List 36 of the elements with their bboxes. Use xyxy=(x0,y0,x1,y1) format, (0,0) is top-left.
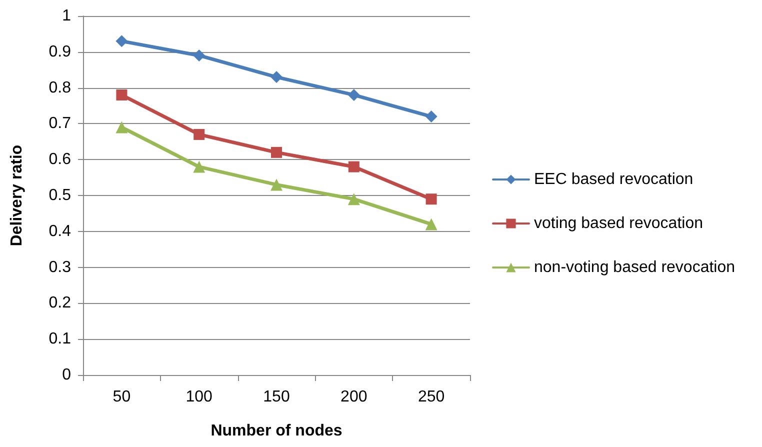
point xyxy=(194,128,205,140)
point xyxy=(271,146,282,158)
y-tick-label: 0.3 xyxy=(48,258,72,276)
y-tick-label: 0.8 xyxy=(48,79,72,96)
legend-label: EEC based revocation xyxy=(534,171,694,188)
legend-label: non-voting based revocation xyxy=(534,259,736,276)
y-tick-label: 0 xyxy=(62,366,72,384)
legend-label: voting based revocation xyxy=(534,215,703,232)
point xyxy=(193,49,206,62)
point xyxy=(348,193,360,206)
point xyxy=(425,218,438,230)
y-tick-label: 1 xyxy=(62,8,72,24)
y-tick-label: 0.2 xyxy=(48,294,72,312)
point xyxy=(348,88,360,101)
point xyxy=(116,89,128,100)
x-tick-label: 200 xyxy=(340,388,368,406)
y-tick-label: 0.6 xyxy=(48,151,72,168)
x-tick-label: 100 xyxy=(186,388,213,406)
point xyxy=(426,194,437,205)
y-tick-label: 0.5 xyxy=(48,187,72,204)
y-axis-title: Delivery ratio xyxy=(8,144,26,246)
x-tick-label: 150 xyxy=(263,388,290,406)
point xyxy=(116,35,128,48)
y-tick-label: 0.1 xyxy=(48,330,72,348)
x-tick-label: 50 xyxy=(112,388,131,406)
point xyxy=(116,121,128,134)
x-axis-title: Number of nodes xyxy=(210,422,342,440)
y-tick-label: 0.4 xyxy=(48,222,72,240)
point xyxy=(193,160,206,173)
point xyxy=(425,110,438,123)
point xyxy=(270,178,282,191)
point xyxy=(270,71,282,84)
point xyxy=(348,161,360,172)
x-tick-label: 250 xyxy=(418,388,445,406)
y-tick-label: 0.9 xyxy=(48,43,72,60)
y-tick-label: 0.7 xyxy=(48,115,72,132)
